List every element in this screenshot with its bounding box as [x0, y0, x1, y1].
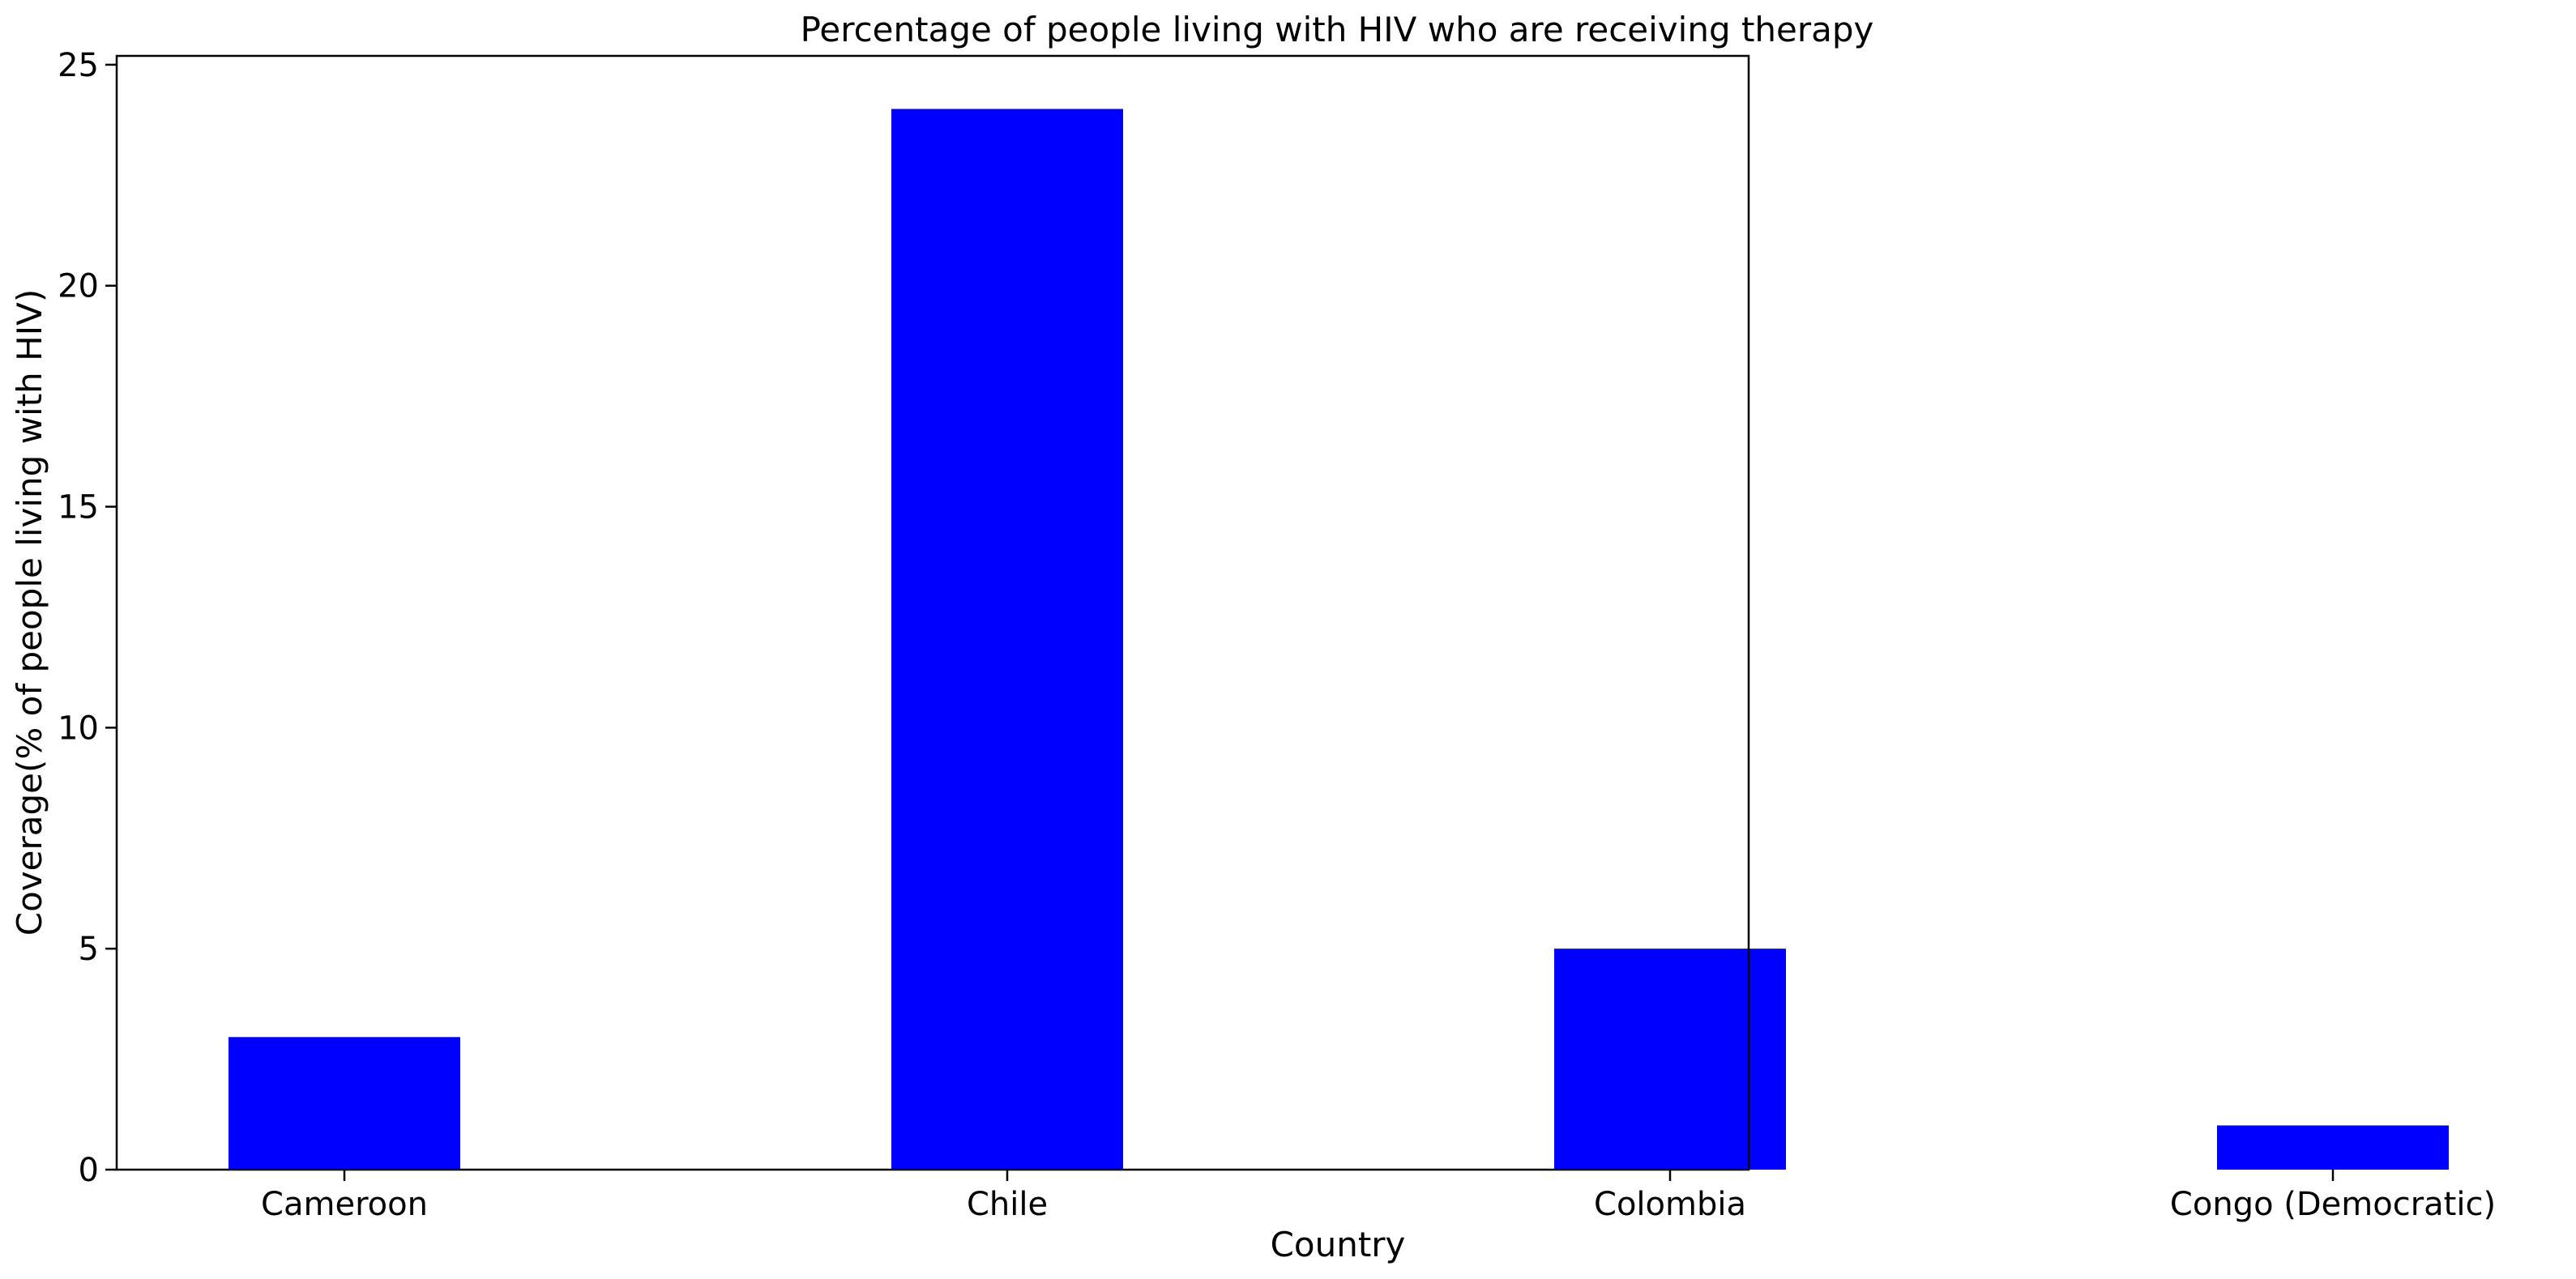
plot-frame	[115, 54, 1750, 1171]
x-axis-label: Country	[1271, 1225, 1406, 1264]
x-tick-label: Colombia	[1594, 1186, 1746, 1223]
x-tick-label: Congo (Democratic)	[2170, 1186, 2496, 1223]
bar-colombia	[1554, 949, 1786, 1170]
y-tick-label: 5	[79, 931, 99, 968]
bar-congo-democratic	[2217, 1125, 2449, 1170]
bar-chile	[891, 109, 1123, 1170]
y-tick-label: 15	[58, 489, 99, 527]
chart-title: Percentage of people living with HIV who…	[801, 10, 1874, 49]
y-tick-label: 25	[58, 47, 99, 84]
y-tick-label: 20	[58, 268, 99, 305]
bar-cameroon	[229, 1037, 460, 1170]
y-tick-label: 10	[58, 710, 99, 747]
x-tick-label: Cameroon	[261, 1186, 428, 1223]
plot-area: Cameroon Chile Colombia Congo (Democratic) 0…	[58, 47, 2496, 1223]
y-axis-label: Coverage(% of people living with HIV)	[10, 289, 49, 936]
x-tick-label: Chile	[967, 1186, 1048, 1223]
y-tick-label: 0	[79, 1152, 99, 1189]
